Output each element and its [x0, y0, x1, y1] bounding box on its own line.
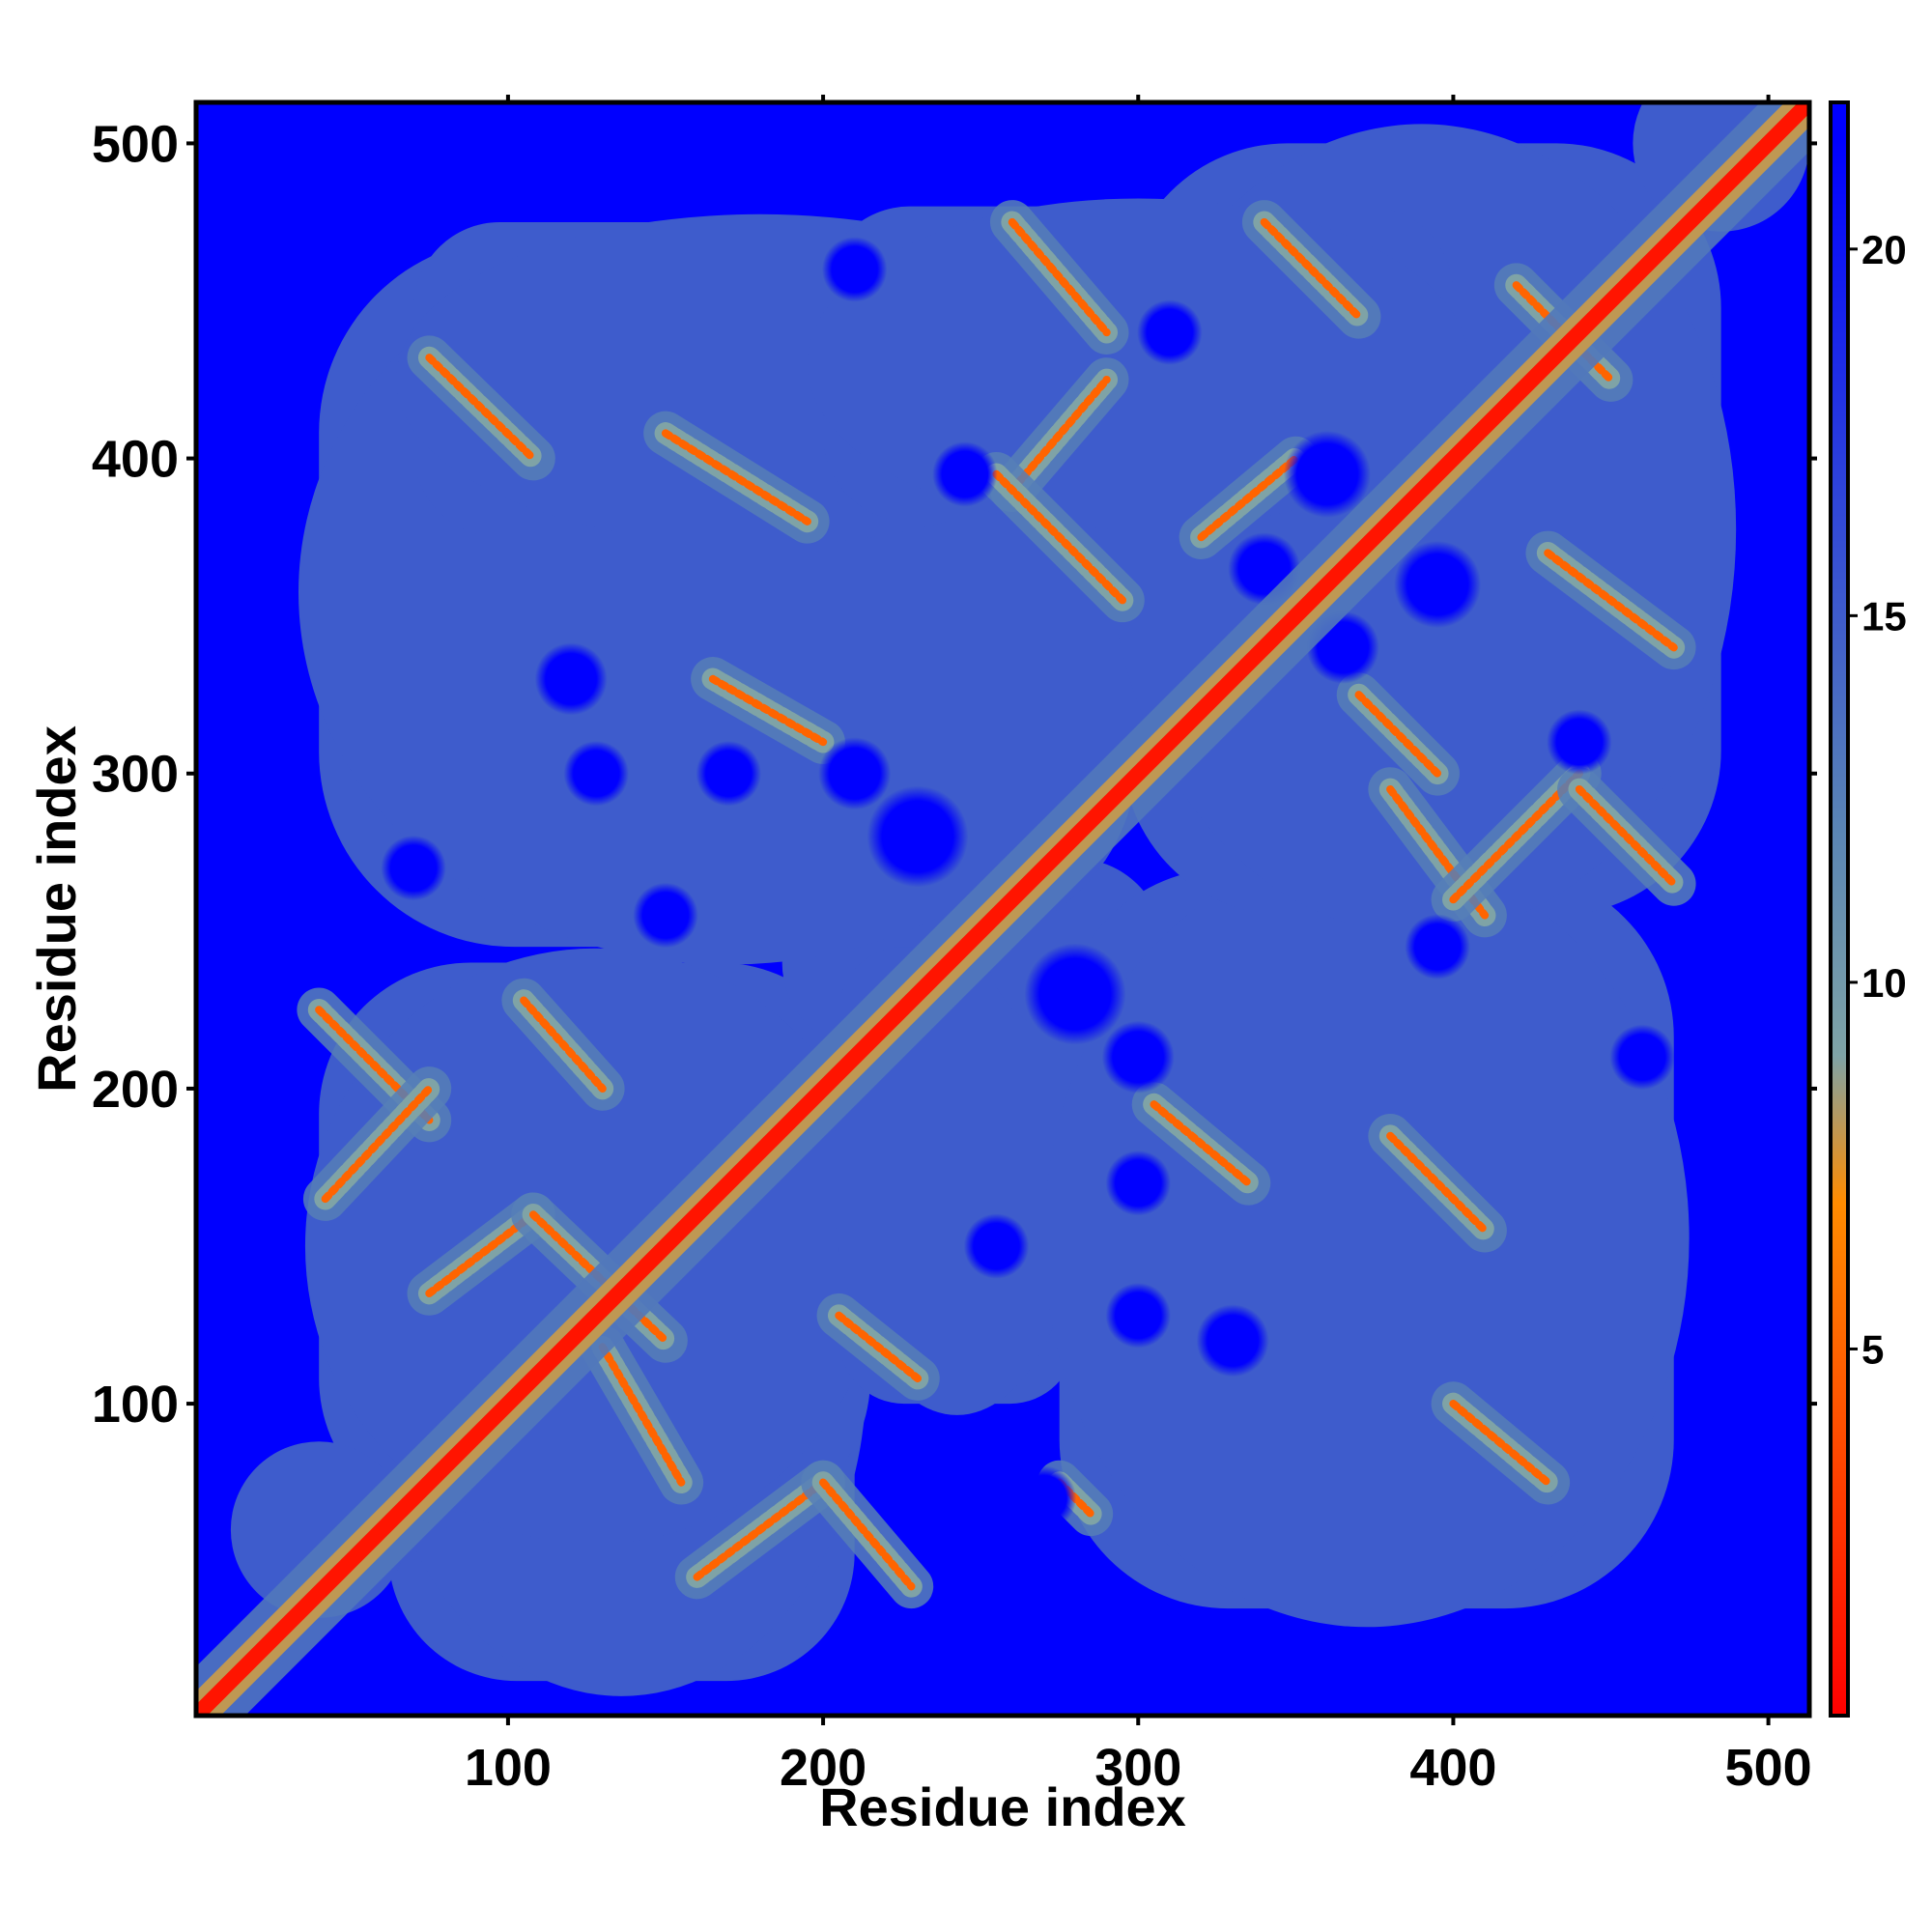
contact-region-core	[1043, 849, 1690, 1628]
contact-band-core	[835, 1311, 923, 1383]
x-tick-label: 300	[1094, 1739, 1181, 1797]
contact-band-core	[1008, 375, 1111, 495]
contact-band-core	[425, 354, 538, 463]
diagonal-line	[196, 102, 1809, 1716]
colorbar-gradient	[1829, 100, 1850, 1718]
contact-band-core	[598, 1343, 686, 1487]
plot-frame	[193, 99, 1812, 1719]
x-axis-ticks: 100 200 300 400 500	[465, 95, 1812, 1797]
heatmap-plot-area	[196, 102, 1809, 1716]
y-axis-ticks: 100 200 300 400 500	[92, 115, 1817, 1434]
contact-band-core	[520, 996, 607, 1093]
colorbar-tick-label: 15	[1861, 593, 1907, 639]
distance-void	[381, 835, 446, 901]
x-axis-title: Residue index	[819, 1776, 1186, 1837]
distance-void	[1137, 299, 1203, 365]
distance-void	[1024, 943, 1126, 1045]
contact-band-core	[819, 1478, 916, 1591]
contact-band-core	[1544, 549, 1678, 652]
x-tick-label: 400	[1409, 1739, 1496, 1797]
distance-void	[867, 785, 969, 888]
diagonal-contacts	[196, 102, 1809, 1716]
distance-void	[818, 737, 892, 810]
y-axis-title: Residue index	[26, 725, 87, 1093]
contact-band-core	[1386, 1131, 1490, 1235]
distance-void	[1405, 914, 1470, 980]
distance-void	[1547, 709, 1612, 775]
x-tick-label: 200	[780, 1739, 867, 1797]
contact-band-core	[1197, 454, 1300, 542]
y-tick-label: 400	[92, 431, 179, 489]
contact-bands	[297, 200, 1696, 1609]
colorbar-tick-label: 20	[1861, 227, 1907, 272]
y-tick-label: 100	[92, 1376, 179, 1434]
distance-void	[1609, 1024, 1675, 1091]
distance-void	[1196, 1304, 1269, 1378]
colorbar-ticks: 5 10 15 20	[1848, 227, 1907, 1372]
contact-band-core	[1354, 691, 1442, 778]
contact-band-core	[708, 674, 828, 747]
distance-void	[1010, 1465, 1077, 1531]
distance-void	[1101, 1020, 1175, 1094]
colorbar-tick-label: 5	[1861, 1326, 1884, 1372]
distance-void	[963, 1213, 1030, 1279]
distance-void	[534, 642, 608, 716]
distance-void	[1105, 1283, 1172, 1349]
distance-void	[932, 441, 998, 507]
colorbar: 5 10 15 20	[1829, 100, 1907, 1718]
distance-void	[696, 740, 761, 807]
contact-band-core	[992, 469, 1127, 605]
contact-band-core	[1150, 1100, 1253, 1187]
contact-band-core	[1449, 1400, 1552, 1487]
contact-band-core	[321, 1084, 434, 1204]
y-tick-label: 500	[92, 115, 179, 173]
distance-void	[563, 740, 629, 807]
distance-void	[1394, 541, 1482, 629]
distance-voids	[381, 237, 1675, 1531]
contact-band-core	[1008, 217, 1111, 337]
distance-void	[821, 237, 888, 302]
contact-band-core	[1260, 217, 1363, 321]
y-tick-label: 200	[92, 1061, 179, 1119]
y-tick-label: 300	[92, 746, 179, 804]
distance-void	[1105, 1151, 1172, 1216]
contact-band-core	[1575, 784, 1678, 888]
x-tick-label: 500	[1725, 1739, 1812, 1797]
distance-void	[633, 882, 698, 949]
contact-band-core	[693, 1478, 828, 1581]
distance-void	[1283, 430, 1371, 518]
contact-band-core	[661, 429, 811, 526]
x-tick-label: 100	[465, 1739, 552, 1797]
colorbar-tick-label: 10	[1861, 960, 1907, 1006]
